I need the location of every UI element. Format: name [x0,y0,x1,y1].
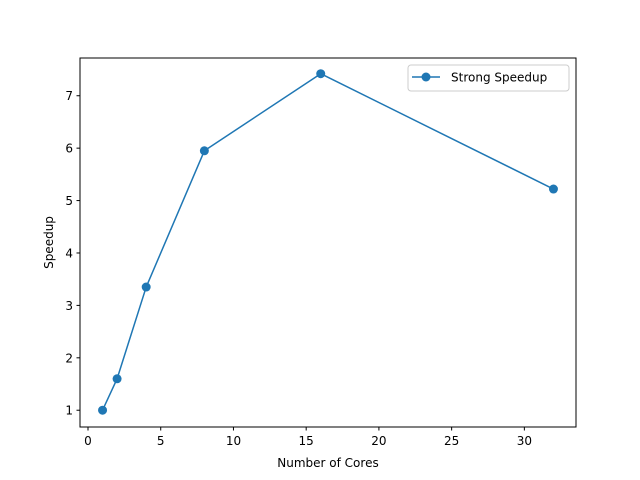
x-tick-label: 20 [371,434,386,448]
data-point [316,69,326,79]
x-axis-label: Number of Cores [277,456,378,470]
x-tick-label: 5 [157,434,165,448]
data-point [112,374,122,384]
y-tick-label: 4 [65,246,73,260]
legend-marker [421,72,431,82]
data-point [98,405,108,415]
data-point [199,146,209,156]
x-tick-label: 15 [299,434,314,448]
y-tick-label: 5 [65,194,73,208]
plot-area [80,58,576,427]
series-layer [98,69,558,415]
x-axis-ticks: 0 5 10 15 20 25 30 [84,427,532,448]
plot-frame [79,57,577,428]
legend-label: Strong Speedup [451,71,547,85]
y-tick-label: 1 [65,404,73,418]
y-tick-label: 3 [65,299,73,313]
legend-box [407,64,570,92]
y-tick-label: 2 [65,351,73,365]
x-tick-label: 10 [226,434,241,448]
series-line [101,72,554,411]
x-tick-label: 25 [444,434,459,448]
x-tick-label: 0 [84,434,92,448]
legend: Strong Speedup [407,64,570,92]
x-tick-label: 30 [517,434,532,448]
data-point [141,282,151,292]
y-axis-ticks: 1 2 3 4 5 6 7 [65,89,80,418]
y-axis-label: Speedup [42,216,56,269]
y-tick-label: 6 [65,142,73,156]
data-point [548,184,558,194]
y-tick-label: 7 [65,89,73,103]
